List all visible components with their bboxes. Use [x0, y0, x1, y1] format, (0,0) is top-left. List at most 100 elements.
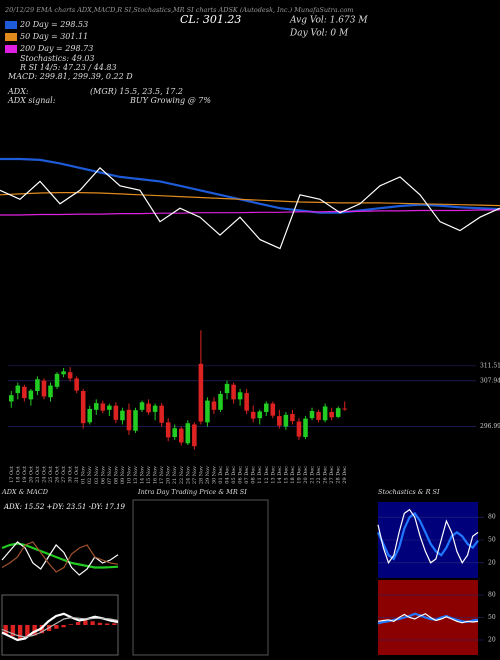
adx-label: ADX:	[7, 87, 29, 96]
candle-body	[54, 373, 60, 387]
x-tick-label: 21 Nov	[172, 466, 178, 484]
histogram-bar	[104, 623, 110, 625]
x-tick-label: 19 Oct	[22, 466, 28, 483]
series-line	[1, 541, 119, 573]
series-line	[377, 508, 479, 565]
candle-body	[335, 408, 341, 417]
candle-body	[178, 428, 184, 443]
y-tick-label: 20	[488, 559, 496, 566]
candle-body	[296, 421, 302, 437]
x-tick-label: 11 Dec	[257, 466, 263, 484]
rsi-text: R SI 14/5: 47.23 / 44.83	[19, 63, 117, 72]
adx-signal-label: ADX signal:	[7, 96, 56, 105]
candle-body	[61, 371, 66, 375]
candle-body	[120, 410, 125, 421]
x-tick-label: 31 Oct	[74, 466, 80, 483]
candle-body	[283, 414, 289, 427]
candle-body	[250, 411, 256, 419]
x-tick-label: 08 Nov	[113, 466, 119, 484]
candle-body	[185, 423, 191, 444]
x-tick-label: 02 Nov	[87, 466, 93, 484]
candle-body	[159, 405, 164, 423]
adx-value: (MGR) 15.5, 23.5, 17.2	[90, 87, 183, 96]
x-tick-label: 16 Nov	[153, 466, 159, 484]
series-line	[1, 612, 119, 642]
candle-body	[231, 384, 236, 400]
x-tick-label: 20 Dec	[303, 466, 309, 484]
x-tick-label: 27 Oct	[61, 466, 67, 483]
candle-body	[172, 428, 178, 437]
intraday-title: Intra Day Trading Price & MR SI	[137, 488, 247, 496]
legend-swatch	[5, 45, 17, 53]
candle-body	[28, 390, 34, 400]
x-tick-label: 30 Nov	[212, 466, 218, 484]
candle-body	[67, 372, 73, 379]
y-tick-label: 20	[488, 637, 496, 644]
x-tick-label: 07 Dec	[244, 466, 250, 484]
x-tick-label: 15 Dec	[283, 466, 289, 484]
histogram-bar	[68, 624, 74, 625]
histogram-bar	[90, 621, 95, 625]
candle-body	[41, 380, 47, 397]
histogram-bar	[54, 625, 59, 629]
adx-signal: BUY Growing @ 7%	[129, 96, 211, 105]
candle-body	[87, 408, 93, 423]
candle-body	[48, 385, 53, 398]
x-tick-label: 24 Oct	[42, 466, 48, 483]
histogram-bar	[32, 625, 37, 636]
x-tick-label: 01 Nov	[81, 466, 87, 484]
candle-body	[74, 378, 79, 391]
candle-body	[192, 424, 197, 447]
x-tick-label: 26 Dec	[323, 466, 329, 484]
candle-body	[205, 400, 210, 423]
x-tick-label: 14 Nov	[140, 466, 146, 484]
candle-body	[342, 408, 348, 410]
close-price: CL: 301.23	[180, 13, 241, 26]
histogram-bar	[112, 623, 117, 625]
x-tick-label: 19 Dec	[297, 466, 303, 484]
candle-body	[244, 393, 249, 411]
stochastics-text: Stochastics: 49.03	[20, 54, 95, 63]
y-tick-label: 311.51	[480, 362, 500, 369]
histogram-bar	[97, 622, 103, 625]
legend-swatch	[5, 21, 17, 29]
x-tick-label: 15 Nov	[146, 466, 152, 484]
candle-body	[152, 405, 158, 412]
series-line	[1, 616, 119, 638]
histogram-bar	[10, 625, 16, 637]
x-tick-label: 10 Nov	[127, 466, 133, 484]
y-tick-label: 50	[488, 614, 496, 621]
candle-body	[133, 410, 138, 431]
series-line	[377, 612, 479, 625]
x-tick-label: 24 Nov	[185, 466, 191, 484]
series-line	[377, 511, 479, 561]
series-line	[0, 209, 500, 216]
candle-body	[15, 385, 21, 394]
x-tick-label: 29 Nov	[205, 466, 211, 484]
x-tick-label: 22 Dec	[316, 466, 322, 484]
x-tick-label: 14 Dec	[277, 466, 283, 484]
candle-body	[126, 409, 132, 431]
x-tick-label: 05 Dec	[231, 466, 237, 484]
page-title: 20/12/29 EMA charts ADX,MACD,R SI,Stocha…	[4, 6, 353, 14]
intraday-panel	[132, 499, 269, 656]
panel-border	[1, 594, 119, 656]
x-tick-label: 07 Nov	[107, 466, 113, 484]
x-tick-label: 28 Dec	[336, 466, 342, 484]
candle-body	[237, 392, 243, 400]
x-tick-label: 09 Nov	[120, 466, 126, 484]
candle-body	[257, 411, 263, 419]
legend-label: 200 Day = 298.73	[19, 44, 93, 53]
series-line	[377, 613, 479, 624]
candle-body	[316, 411, 321, 420]
x-tick-label: 06 Nov	[100, 466, 106, 484]
x-tick-label: 20 Nov	[166, 466, 172, 484]
candle-body	[277, 416, 282, 426]
macd-text: MACD: 299.81, 299.39, 0.22 D	[7, 72, 133, 81]
x-tick-label: 18 Dec	[290, 466, 296, 484]
x-tick-label: 18 Oct	[15, 466, 21, 483]
candle-body	[309, 411, 315, 419]
panel-subtitle: ADX: 15.52 +DY: 23.51 -DY: 17.19	[3, 503, 125, 511]
candle-body	[198, 363, 204, 422]
